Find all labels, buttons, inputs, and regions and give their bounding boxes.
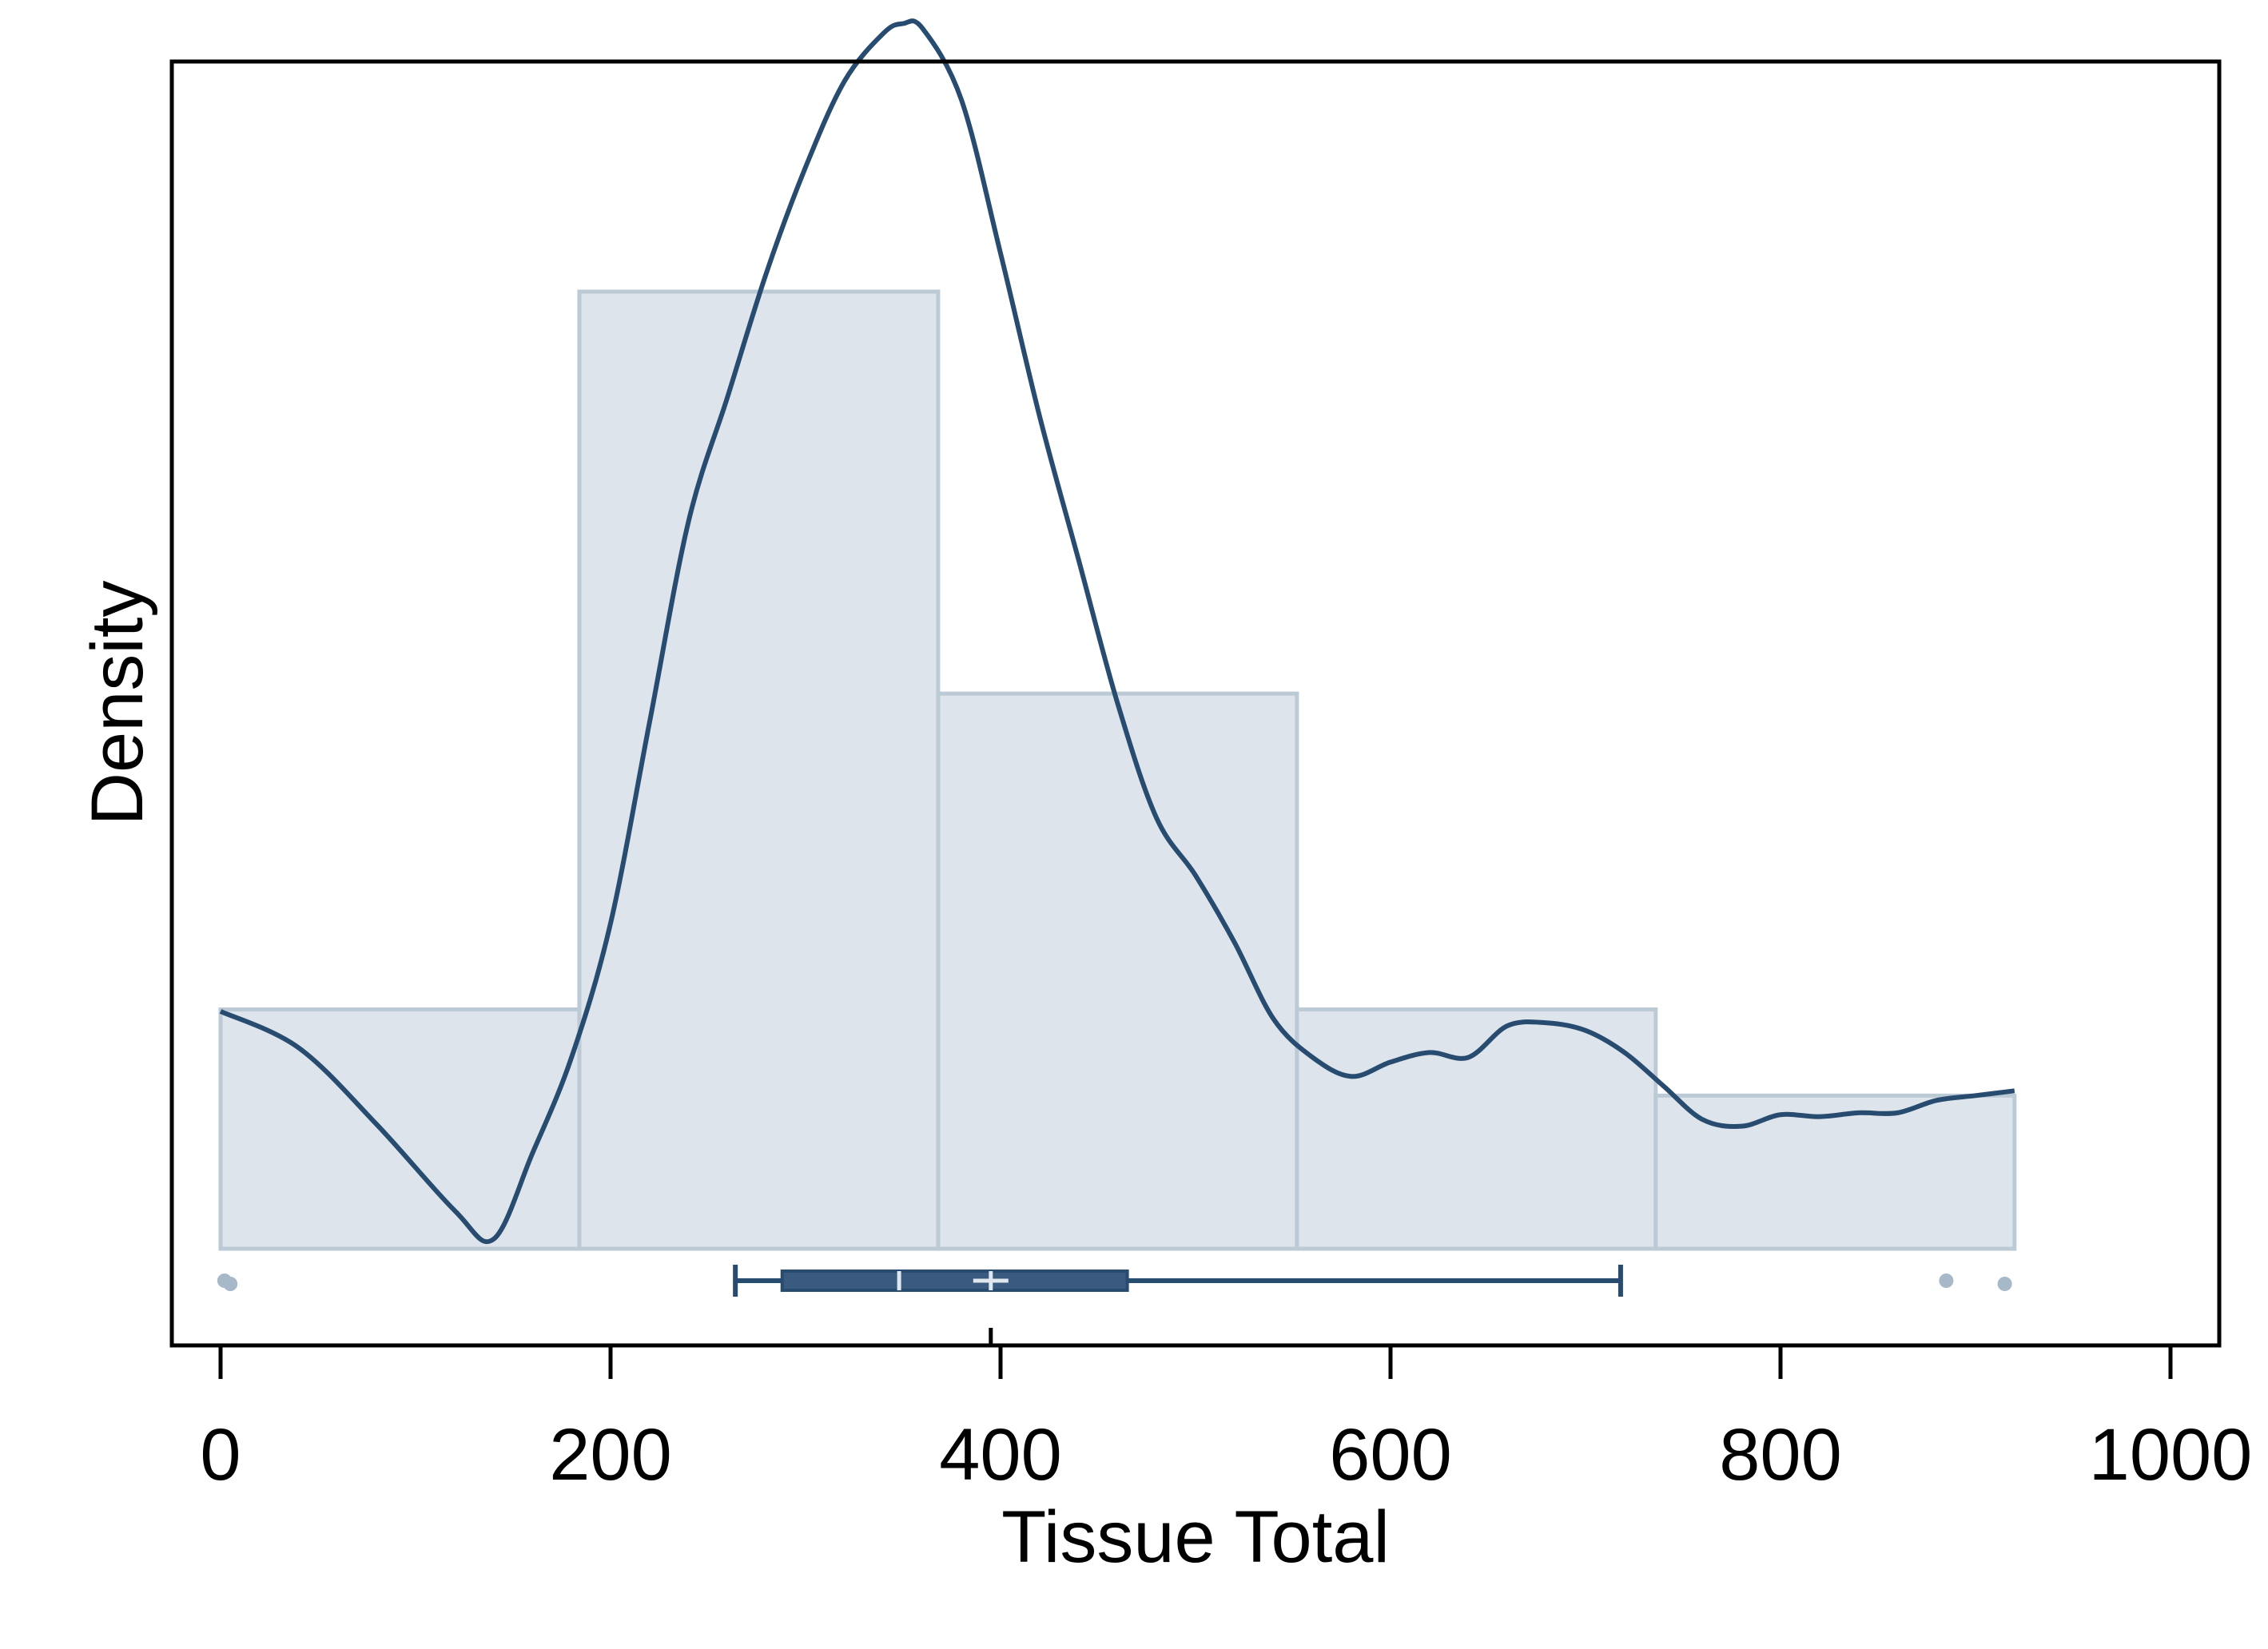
- histogram-bar-4: [1295, 1007, 1658, 1251]
- histogram-bar-5: [1653, 1093, 2017, 1251]
- density-curve-layer: [219, 18, 2015, 1245]
- density-curve: [219, 18, 2015, 1245]
- x-tick-label: 600: [1329, 1414, 1452, 1496]
- x-tick-label: 0: [200, 1414, 241, 1496]
- boxplot-outlier: [1997, 1277, 2012, 1291]
- histogram-bar-1: [218, 1007, 582, 1251]
- x-tick-label: 800: [1719, 1414, 1842, 1496]
- y-axis-label: Density: [77, 581, 158, 826]
- boxplot-outlier: [223, 1277, 238, 1291]
- x-tick-label: 1000: [2089, 1414, 2253, 1496]
- boxplot: [217, 1265, 2012, 1297]
- boxplot-box: [780, 1270, 1129, 1292]
- x-axis-label: Tissue Total: [1001, 1496, 1390, 1578]
- boxplot-outlier: [1939, 1274, 1954, 1288]
- x-tick-label: 400: [939, 1414, 1062, 1496]
- histogram-bar-3: [936, 691, 1299, 1251]
- plot-frame: [169, 59, 2222, 1348]
- histogram-bars: [218, 289, 2017, 1251]
- x-axis: 0 200 400 600 800 1000: [200, 1328, 2252, 1496]
- histogram-bar-2: [577, 289, 941, 1251]
- x-tick-label: 200: [549, 1414, 672, 1496]
